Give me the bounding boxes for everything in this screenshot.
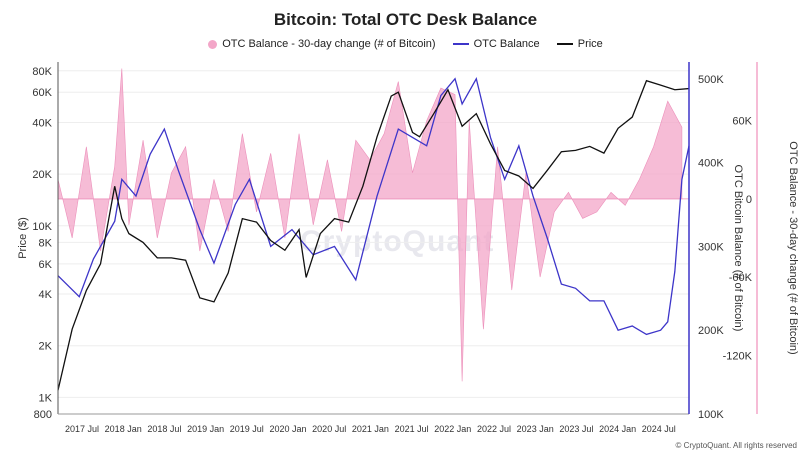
change-tick-label-3: 60K (732, 116, 752, 128)
x-tick-label-9: 2022 Jan (434, 424, 471, 434)
legend-label-balance: OTC Balance (473, 38, 540, 51)
copyright-notice: © CryptoQuant. All rights reserved (675, 441, 798, 450)
price-tick-label-9: 60K (32, 87, 52, 99)
x-tick-label-12: 2023 Jul (559, 424, 593, 434)
x-tick-label-7: 2021 Jan (352, 424, 389, 434)
x-tick-label-2: 2018 Jul (147, 424, 181, 434)
price-tick-label-8: 40K (32, 117, 52, 129)
balance-tick-label-2: 300K (698, 241, 724, 253)
x-tick-label-0: 2017 Jul (65, 424, 99, 434)
change-tick-label-1: -60K (729, 272, 753, 284)
change-tick-label-2: 0 (746, 194, 752, 206)
price-tick-label-5: 8K (39, 237, 53, 249)
price-line (57, 79, 690, 391)
price-tick-label-4: 6K (39, 259, 53, 271)
price-axis-label: Price ($) (17, 217, 29, 259)
legend-item-balance[interactable]: OTC Balance (452, 38, 540, 51)
x-tick-label-13: 2024 Jan (599, 424, 636, 434)
legend-label-price: Price (577, 38, 603, 51)
balance-axis-label: OTC Bitcoin Balance (# of Bitcoin) (732, 165, 744, 332)
x-tick-label-8: 2021 Jul (395, 424, 429, 434)
balance-tick-label-1: 200K (698, 325, 724, 337)
legend-label-change: OTC Balance - 30-day change (# of Bitcoi… (222, 38, 436, 51)
price-tick-label-6: 10K (32, 221, 52, 233)
x-tick-label-11: 2023 Jan (517, 424, 554, 434)
legend: OTC Balance - 30-day change (# of Bitcoi… (0, 38, 811, 50)
x-tick-label-5: 2020 Jan (269, 424, 306, 434)
chart-title: Bitcoin: Total OTC Desk Balance (273, 10, 538, 29)
price-tick-label-7: 20K (32, 169, 52, 181)
balance-tick-label-4: 500K (698, 74, 724, 86)
price-tick-label-10: 80K (32, 66, 52, 78)
price-tick-label-2: 2K (39, 341, 53, 353)
price-tick-label-3: 4K (39, 289, 53, 301)
legend-swatch-price (556, 43, 573, 46)
legend-swatch-change (208, 39, 218, 49)
x-tick-label-14: 2024 Jul (642, 424, 676, 434)
x-tick-label-10: 2022 Jul (477, 424, 511, 434)
balance-tick-label-3: 400K (698, 158, 724, 170)
x-tick-label-3: 2019 Jan (187, 424, 224, 434)
change-axis-label: OTC Balance - 30-day change (# of Bitcoi… (787, 141, 799, 354)
legend-item-price[interactable]: Price (556, 38, 603, 51)
x-tick-label-6: 2020 Jul (312, 424, 346, 434)
balance-line (57, 77, 690, 336)
balance-tick-label-0: 100K (698, 409, 724, 421)
legend-swatch-balance (452, 43, 469, 46)
legend-item-change[interactable]: OTC Balance - 30-day change (# of Bitcoi… (208, 38, 436, 51)
change-tick-label-0: -120K (723, 350, 753, 362)
price-tick-label-1: 1K (39, 392, 53, 404)
change-area (57, 68, 683, 382)
x-tick-label-1: 2018 Jan (105, 424, 142, 434)
price-tick-label-0: 800 (34, 409, 52, 421)
x-tick-label-4: 2019 Jul (230, 424, 264, 434)
